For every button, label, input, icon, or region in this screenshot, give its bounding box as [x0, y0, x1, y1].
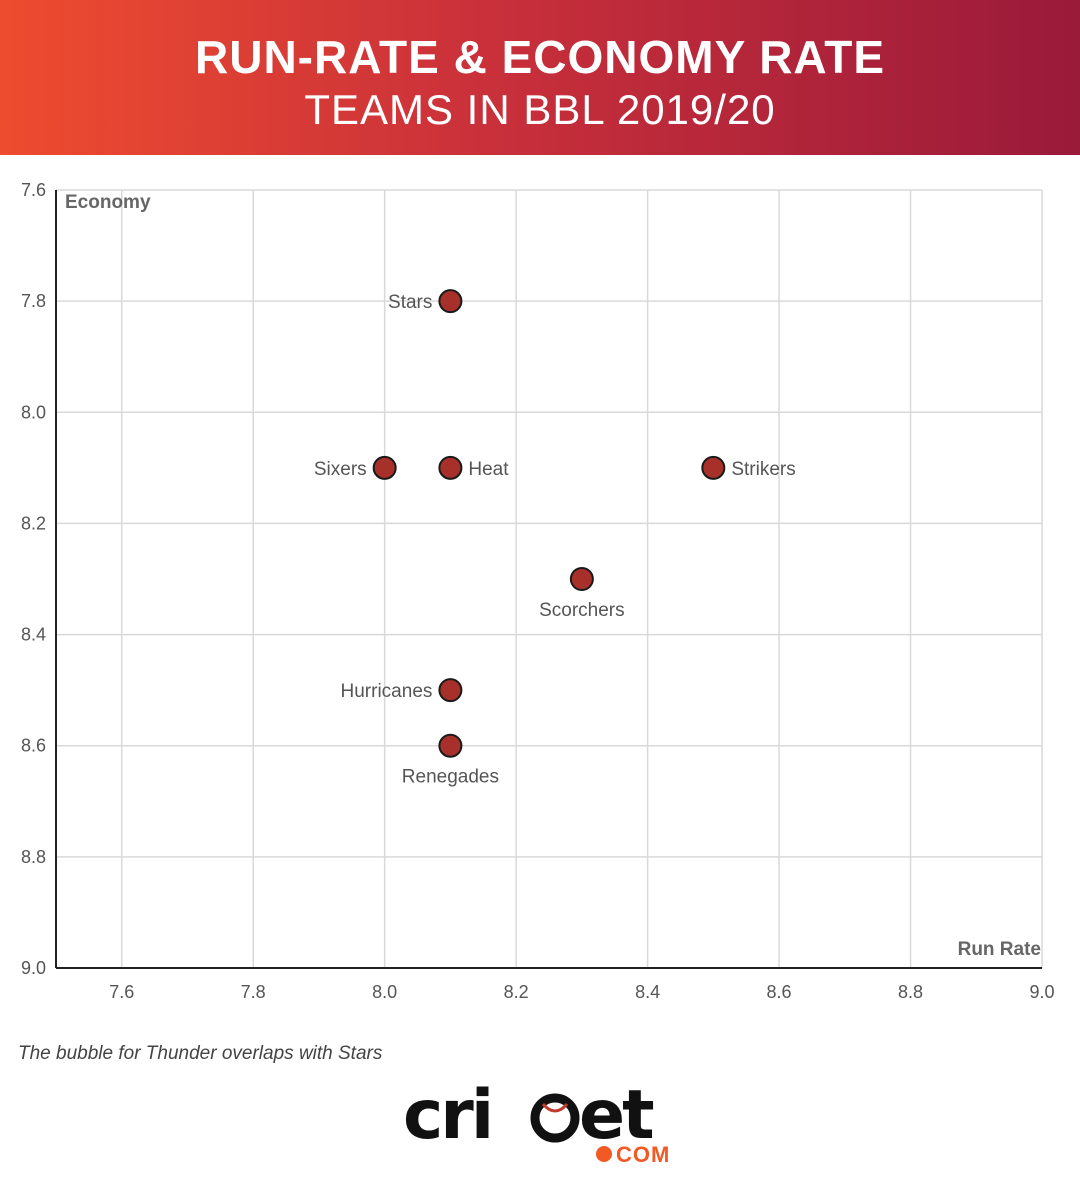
- data-point: [701, 455, 726, 480]
- data-label: Sixers: [314, 459, 367, 480]
- data-point: [438, 289, 463, 314]
- svg-text:et: et: [579, 1080, 653, 1150]
- y-tick-label: 7.8: [21, 291, 46, 311]
- y-axis-label: Economy: [65, 192, 151, 213]
- y-tick-label: 8.4: [21, 625, 46, 645]
- data-label: Renegades: [402, 767, 499, 788]
- data-point: [438, 678, 463, 703]
- x-axis-label: Run Rate: [958, 939, 1041, 960]
- x-tick-label: 8.6: [767, 982, 792, 1002]
- x-tick-label: 8.0: [372, 982, 397, 1002]
- y-tick-label: 8.6: [21, 736, 46, 756]
- logo-ball-icon: [596, 1146, 612, 1162]
- svg-text:cri: cri: [403, 1080, 491, 1150]
- data-label: Heat: [468, 459, 509, 480]
- data-label: Stars: [388, 292, 432, 313]
- data-label: Scorchers: [539, 600, 625, 621]
- y-tick-label: 8.8: [21, 847, 46, 867]
- y-tick-label: 9.0: [21, 958, 46, 978]
- data-label: Hurricanes: [341, 681, 433, 702]
- data-point: [438, 455, 463, 480]
- data-label: Strikers: [731, 459, 795, 480]
- x-tick-label: 8.2: [504, 982, 529, 1002]
- y-tick-label: 8.0: [21, 402, 46, 422]
- chart-title: RUN-RATE & ECONOMY RATE: [195, 31, 885, 83]
- data-point: [569, 567, 594, 591]
- y-tick-label: 8.2: [21, 513, 46, 533]
- data-point: [372, 455, 397, 480]
- header: RUN-RATE & ECONOMY RATE TEAMS IN BBL 201…: [0, 0, 1080, 155]
- x-tick-label: 7.6: [109, 982, 134, 1002]
- x-tick-label: 8.8: [898, 982, 923, 1002]
- logo-wordmark: cri et: [403, 1076, 683, 1161]
- chart-subtitle: TEAMS IN BBL 2019/20: [304, 86, 776, 133]
- logo-suffix: COM: [616, 1142, 671, 1167]
- footnote: The bubble for Thunder overlaps with Sta…: [18, 1043, 383, 1064]
- x-tick-label: 7.8: [241, 982, 266, 1002]
- x-tick-label: 9.0: [1029, 982, 1054, 1002]
- data-point: [438, 733, 463, 758]
- y-tick-label: 7.6: [21, 180, 46, 200]
- x-tick-label: 8.4: [635, 982, 660, 1002]
- scatter-chart: 7.6 7.8 8.0 8.2 8.4 8.6 8.8 9.0 7.6 7.8 8.0 8.2 8.4 8…: [21, 180, 1055, 1002]
- cricket-com-logo: cri et: [0, 1076, 1080, 1170]
